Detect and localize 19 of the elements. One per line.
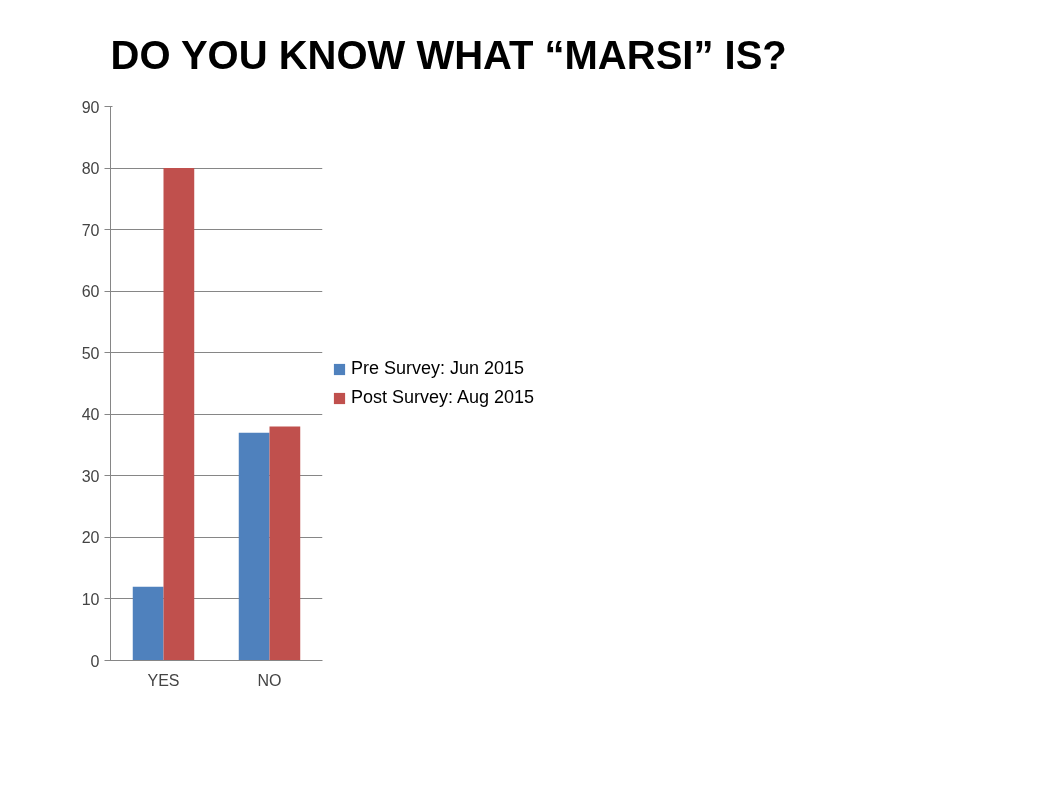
x-tick-label: YES <box>147 671 180 689</box>
x-tick-label: NO <box>257 671 282 689</box>
y-tick-label: 10 <box>81 590 100 608</box>
bar <box>269 426 301 661</box>
text: DO YOU KNOW WHAT “MARSI” IS? <box>110 32 787 77</box>
y-tick-label: 0 <box>90 652 100 670</box>
y-tick-label: 90 <box>81 98 100 116</box>
y-tick-label: 60 <box>81 283 100 301</box>
legend-label: Pre Survey: Jun 2015 <box>351 358 525 379</box>
y-tick-label: 40 <box>81 406 100 424</box>
y-tick-label: 20 <box>81 529 100 547</box>
y-tick-label: 70 <box>81 221 100 239</box>
bar <box>238 432 270 661</box>
y-tick-label: 80 <box>81 160 100 178</box>
y-tick-label: 50 <box>81 344 100 362</box>
y-tick-label: 30 <box>81 467 100 485</box>
bar <box>163 168 195 661</box>
legend-label: Post Survey: Aug 2015 <box>351 387 535 408</box>
bar <box>132 586 164 661</box>
